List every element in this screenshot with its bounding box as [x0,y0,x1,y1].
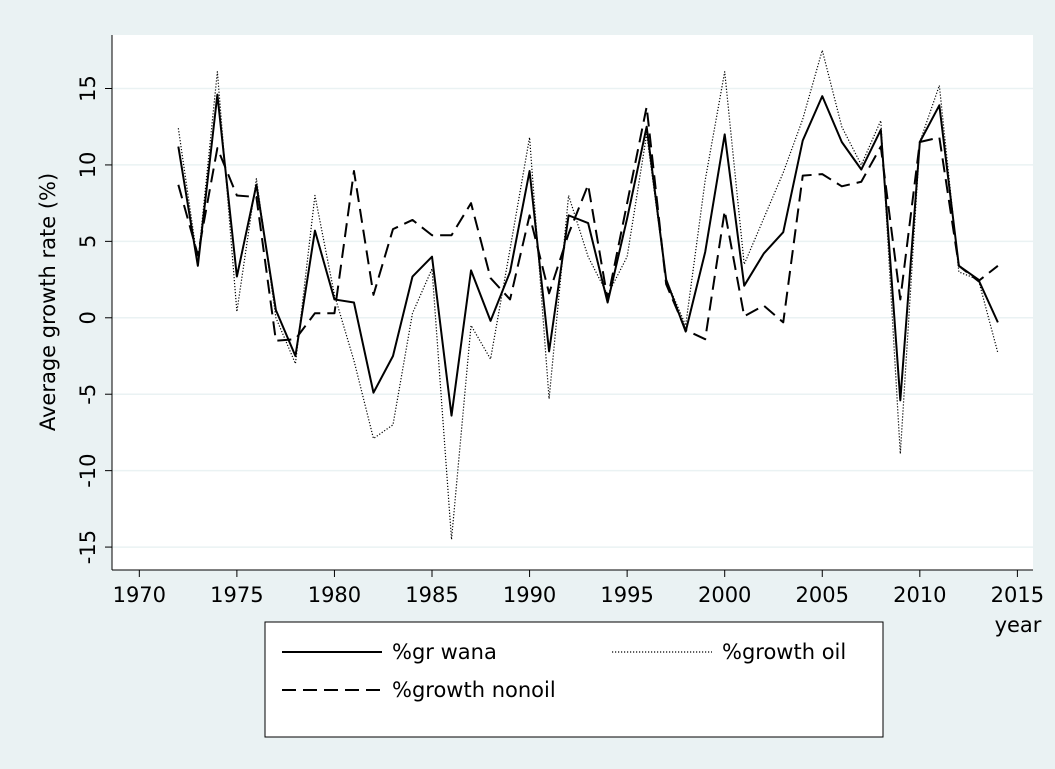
y-tick-label: 15 [76,75,100,102]
x-tick-label: 2010 [893,583,946,607]
y-tick-label: -10 [76,453,100,487]
x-tick-label: 1980 [308,583,361,607]
x-tick-label: 1975 [210,583,263,607]
x-tick-label: 2000 [698,583,751,607]
legend-label: %growth nonoil [392,678,556,702]
x-tick-label: 1990 [503,583,556,607]
x-axis-title: year [995,613,1042,637]
legend-label: %gr wana [392,640,497,664]
plot-area [112,35,1033,570]
y-tick-label: 0 [76,311,100,324]
x-tick-label: 2015 [991,583,1044,607]
x-tick-label: 2005 [796,583,849,607]
line-series [177,105,999,342]
x-tick-label: 1970 [113,583,166,607]
legend-label: %growth oil [722,640,846,664]
y-tick-label: -5 [76,384,100,405]
y-tick-label: 10 [76,152,100,179]
x-tick-label: 1995 [600,583,653,607]
y-tick-label: 5 [76,235,100,248]
y-axis-title: Average growth rate (%) [36,173,60,431]
line-series [177,49,999,541]
y-tick-label: -15 [76,530,100,564]
x-tick-label: 1985 [405,583,458,607]
legend [264,621,884,738]
line-series [177,93,999,417]
